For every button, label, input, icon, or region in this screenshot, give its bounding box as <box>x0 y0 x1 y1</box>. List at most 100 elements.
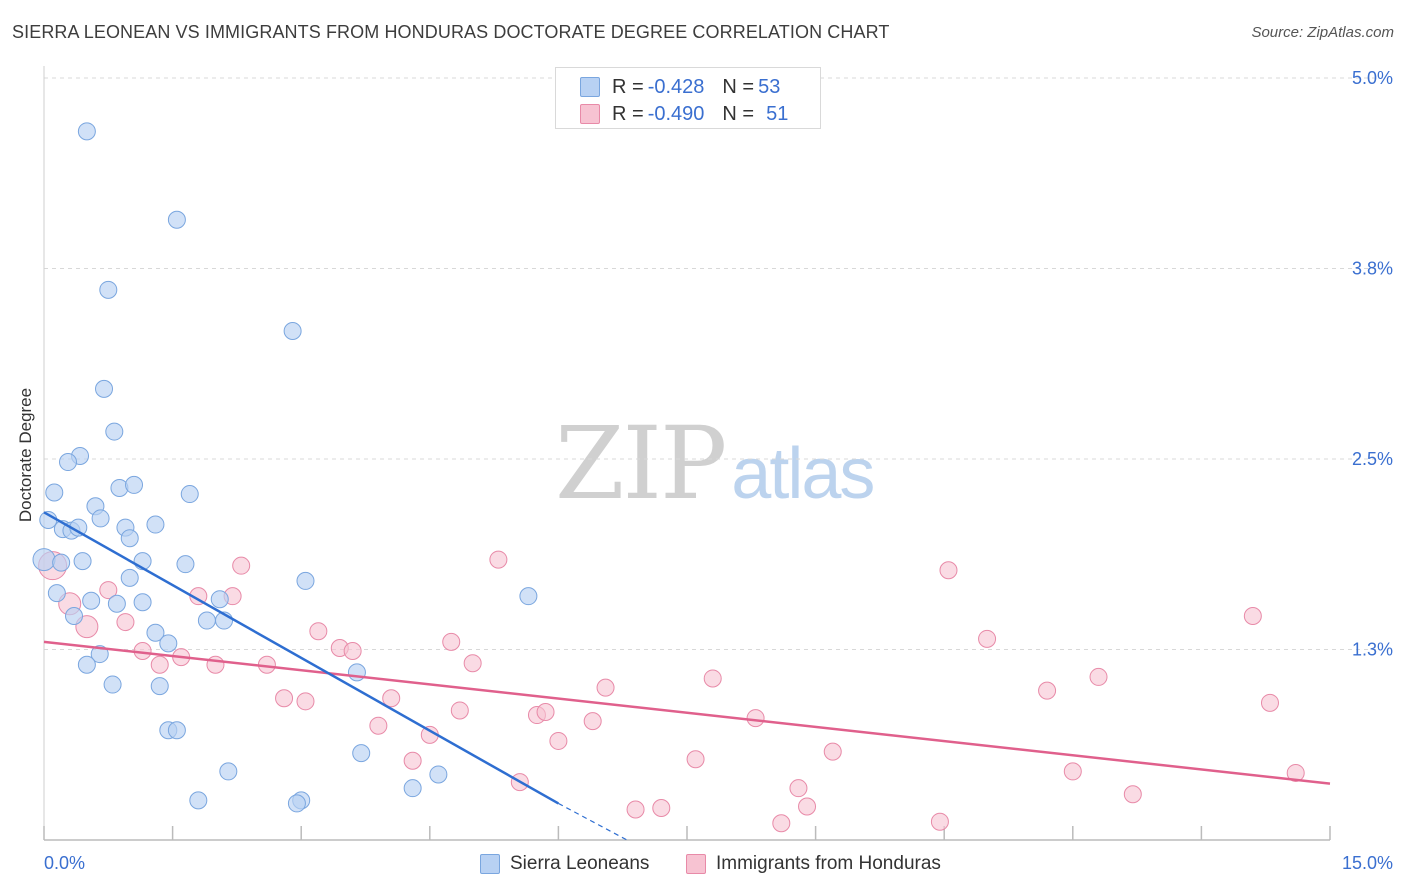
honduras-point <box>596 678 615 697</box>
watermark-atlas: atlas <box>731 434 875 514</box>
sierra-leonean-point <box>73 552 92 571</box>
honduras-point <box>978 629 997 648</box>
legend-r-label: R = <box>612 75 644 98</box>
sierra-leonean-point <box>110 478 129 497</box>
honduras-point <box>369 716 388 735</box>
sierra-leonean-point <box>77 655 96 674</box>
chart-title: SIERRA LEONEAN VS IMMIGRANTS FROM HONDUR… <box>12 22 890 42</box>
sierra-leonean-point <box>95 379 114 398</box>
honduras-point <box>99 581 118 600</box>
watermark-zip: ZIP <box>555 405 727 522</box>
sierra-leonean-point <box>105 422 124 441</box>
sierra-leonean-point <box>120 529 139 548</box>
sierra-leonean-point <box>352 744 371 763</box>
correlation-legend: R = -0.428 N = 53 R = -0.490 N = 51 <box>555 67 821 129</box>
honduras-point <box>939 561 958 580</box>
sierra-leonean-point <box>103 675 122 694</box>
sierra-leonean-point <box>52 553 71 572</box>
y-tick-label: 2.5% <box>1352 449 1393 469</box>
sierra-leonean-point <box>347 663 366 682</box>
sierra-leonean-point <box>91 509 110 528</box>
sierra-leonean-point <box>429 765 448 784</box>
sierra-leonean-point <box>287 794 306 813</box>
sierra-leonean-point <box>45 483 64 502</box>
pink-swatch <box>580 104 600 124</box>
honduras-point <box>583 712 602 731</box>
honduras-point <box>232 556 251 575</box>
sierra-leonean-point <box>65 606 84 625</box>
sierra-leonean-trend-line <box>43 511 560 805</box>
honduras-point <box>463 654 482 673</box>
honduras-point <box>1123 785 1142 804</box>
x-tick-label-max: 15.0% <box>1342 853 1393 873</box>
y-tick-label: 1.3% <box>1352 640 1393 660</box>
pink-swatch <box>686 854 706 874</box>
honduras-point <box>772 814 791 833</box>
honduras-points <box>38 550 1305 833</box>
sierra-leonean-points <box>32 122 538 813</box>
sierra-leonean-point <box>176 555 195 574</box>
sierra-leonean-point <box>283 321 302 340</box>
sierra-leonean-point <box>189 791 208 810</box>
honduras-point <box>703 669 722 688</box>
honduras-point <box>823 742 842 761</box>
honduras-point <box>309 622 328 641</box>
honduras-point <box>150 655 169 674</box>
legend-item-honduras: Immigrants from Honduras <box>686 852 941 876</box>
legend-label: Immigrants from Honduras <box>716 853 941 874</box>
y-tick-label: 3.8% <box>1352 259 1393 279</box>
sierra-leonean-point <box>150 677 169 696</box>
legend-r-value: -0.428 <box>647 75 705 98</box>
sierra-leonean-point <box>99 280 118 299</box>
honduras-point <box>1243 606 1262 625</box>
x-tick-label-min: 0.0% <box>44 853 85 873</box>
sierra-leonean-point <box>167 721 186 740</box>
sierra-leonean-point <box>180 485 199 504</box>
sierra-leonean-point <box>120 568 139 587</box>
axes <box>43 66 1331 841</box>
legend-item-sierra-leoneans: Sierra Leoneans <box>480 852 649 876</box>
sierra-leonean-point <box>59 453 78 472</box>
tick-labels: 1.3% 2.5% 3.8% 5.0% 0.0% 15.0% <box>44 68 1393 873</box>
honduras-point <box>789 779 808 798</box>
legend-row-honduras: R = -0.490 N = 51 <box>580 102 788 126</box>
honduras-point <box>626 800 645 819</box>
trend-lines <box>43 511 1331 841</box>
sierra-leonean-trend-extension <box>558 802 628 841</box>
honduras-point <box>536 702 555 721</box>
honduras-point <box>652 798 671 817</box>
blue-swatch <box>480 854 500 874</box>
legend-n-label: N = <box>722 102 755 125</box>
honduras-point <box>930 812 949 831</box>
sierra-leonean-point <box>197 611 216 630</box>
sierra-leonean-point <box>32 548 56 572</box>
sierra-leonean-point <box>90 645 109 664</box>
sierra-leonean-point <box>167 210 186 229</box>
honduras-point <box>296 692 315 711</box>
sierra-leonean-point <box>107 594 126 613</box>
y-tick-label: 5.0% <box>1352 68 1393 88</box>
honduras-point <box>1089 667 1108 686</box>
honduras-point <box>686 750 705 769</box>
honduras-point <box>343 642 362 661</box>
legend-row-sierra-leoneans: R = -0.428 N = 53 <box>580 75 780 99</box>
watermark: ZIPatlas <box>555 405 875 522</box>
honduras-point <box>1038 681 1057 700</box>
honduras-point <box>549 731 568 750</box>
honduras-point <box>116 613 135 632</box>
honduras-point <box>206 655 225 674</box>
honduras-point <box>382 689 401 708</box>
legend-n-value: 53 <box>758 75 781 98</box>
honduras-point <box>275 689 294 708</box>
honduras-point <box>1286 763 1305 782</box>
sierra-leonean-point <box>403 779 422 798</box>
honduras-point <box>489 550 508 569</box>
honduras-point <box>403 751 422 770</box>
legend-r-value: -0.490 <box>647 102 705 125</box>
sierra-leonean-point <box>219 762 238 781</box>
legend-label: Sierra Leoneans <box>510 853 650 874</box>
honduras-point <box>798 797 817 816</box>
honduras-point <box>746 709 765 728</box>
blue-swatch <box>580 77 600 97</box>
